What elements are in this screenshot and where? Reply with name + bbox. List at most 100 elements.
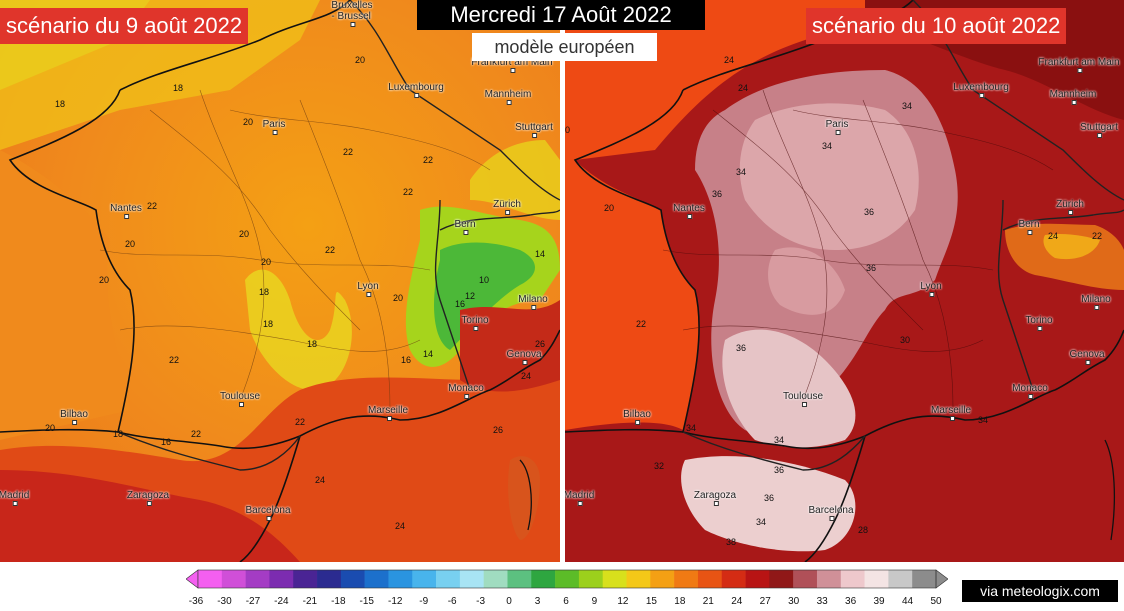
city-label: Monaco bbox=[448, 383, 484, 399]
legend-tick: -6 bbox=[447, 596, 457, 607]
legend-swatch bbox=[245, 570, 270, 588]
left-forecast-map: Paris Bruxelles - Brussel Luxembourg Frankf… bbox=[0, 0, 560, 562]
legend-tick: -15 bbox=[359, 596, 374, 607]
left-scenario-title: scénario du 9 août 2022 bbox=[0, 8, 249, 44]
right-temperature-field bbox=[565, 0, 1124, 562]
city-label: Luxembourg bbox=[953, 82, 1009, 98]
legend-tick: -21 bbox=[302, 596, 318, 607]
legend-tick: 21 bbox=[702, 596, 714, 607]
legend-swatch bbox=[578, 570, 604, 588]
city-label: Luxembourg bbox=[388, 82, 444, 98]
legend-tick: -18 bbox=[331, 596, 346, 607]
legend-tick: 0 bbox=[506, 596, 512, 607]
panel-divider bbox=[560, 0, 565, 562]
city-label: Bilbao bbox=[60, 409, 88, 425]
city-label: Milano bbox=[1081, 294, 1111, 310]
temperature-value: 22 bbox=[402, 187, 414, 197]
legend-low-arrow bbox=[186, 569, 199, 589]
city-label: Toulouse bbox=[219, 391, 261, 407]
legend-swatch bbox=[840, 570, 865, 588]
city-label: Bruxelles - Brussel bbox=[331, 0, 373, 27]
temperature-value: 16 bbox=[454, 299, 466, 309]
legend-tick: 12 bbox=[617, 596, 629, 607]
legend-swatch bbox=[483, 570, 508, 588]
legend-border bbox=[197, 569, 937, 589]
legend-swatch bbox=[674, 570, 699, 588]
city-label: Paris bbox=[262, 119, 286, 135]
city-label: Milano bbox=[518, 294, 548, 310]
city-label: Torino bbox=[1025, 315, 1053, 331]
temperature-value: 24 bbox=[520, 371, 532, 381]
legend-swatch bbox=[745, 570, 770, 588]
temperature-value: 20 bbox=[242, 117, 254, 127]
legend-tick: -3 bbox=[476, 596, 486, 607]
city-label: Bilbao bbox=[623, 409, 651, 425]
legend-tick: -36 bbox=[188, 596, 204, 607]
city-label: Lyon bbox=[920, 281, 942, 297]
legend-swatch bbox=[650, 570, 675, 588]
legend-swatch bbox=[269, 570, 294, 588]
city-label: Marseille bbox=[367, 405, 409, 421]
city-label: Mannheim bbox=[1049, 89, 1097, 105]
city-label: Madrid bbox=[0, 490, 30, 506]
legend-swatch bbox=[293, 570, 318, 588]
legend-swatch bbox=[555, 570, 580, 588]
temperature-value: 38 bbox=[725, 537, 737, 547]
temperature-value: 12 bbox=[464, 291, 476, 301]
city-label: Nantes bbox=[110, 203, 142, 219]
legend-swatch bbox=[317, 570, 342, 588]
temperature-value: 22 bbox=[422, 155, 434, 165]
city-label: Lyon bbox=[357, 281, 379, 297]
legend-tick: -30 bbox=[217, 596, 232, 607]
legend-swatch bbox=[340, 570, 365, 588]
city-label: Madrid bbox=[565, 490, 595, 506]
temperature-value: 18 bbox=[262, 319, 274, 329]
city-label: Stuttgart bbox=[1080, 122, 1118, 138]
legend-tick: 27 bbox=[759, 596, 771, 607]
legend-tick: 18 bbox=[674, 596, 686, 607]
legend-tick-labels: -36 -30 -27 -24 -21 -18 -15 -12 -9 -6 -3 0 3 6 9 12 15 18… bbox=[189, 596, 946, 610]
temperature-value: 20 bbox=[354, 55, 366, 65]
city-label: Torino bbox=[461, 315, 489, 331]
right-scenario-title: scénario du 10 août 2022 bbox=[806, 8, 1067, 44]
model-subtitle: modèle européen bbox=[472, 33, 657, 61]
temperature-value: 24 bbox=[723, 55, 735, 65]
temperature-value: 36 bbox=[711, 189, 723, 199]
legend-tick: 6 bbox=[563, 596, 569, 607]
city-label: Genova bbox=[1069, 349, 1105, 365]
temperature-value: 20 bbox=[260, 257, 272, 267]
temperature-value: 20 bbox=[124, 239, 136, 249]
city-label: Zürich bbox=[1056, 199, 1084, 215]
temperature-value: 34 bbox=[755, 517, 767, 527]
city-label: Bern bbox=[1018, 219, 1040, 235]
temperature-value: 28 bbox=[857, 525, 869, 535]
legend-swatch bbox=[697, 570, 723, 588]
legend-swatch bbox=[912, 570, 937, 588]
city-label: Zaragoza bbox=[693, 490, 737, 506]
legend-swatch bbox=[816, 570, 842, 588]
temperature-value: 16 bbox=[160, 437, 172, 447]
legend-swatch bbox=[793, 570, 818, 588]
temperature-value: 22 bbox=[635, 319, 647, 329]
temperature-value: 20 bbox=[238, 229, 250, 239]
temperature-value: 20 bbox=[603, 203, 615, 213]
temperature-color-legend bbox=[186, 569, 948, 589]
city-label: Barcelona bbox=[245, 505, 291, 521]
temperature-value: 26 bbox=[492, 425, 504, 435]
temperature-value: 24 bbox=[394, 521, 406, 531]
legend-swatch bbox=[221, 570, 246, 588]
legend-swatch bbox=[459, 570, 484, 588]
legend-tick: -9 bbox=[419, 596, 429, 607]
legend-swatch bbox=[198, 570, 223, 588]
legend-tick: 33 bbox=[816, 596, 828, 607]
legend-tick: 39 bbox=[873, 596, 885, 607]
city-label: Bern bbox=[454, 219, 476, 235]
legend-swatch bbox=[864, 570, 889, 588]
source-credit: via meteologix.com bbox=[962, 580, 1118, 602]
city-label: Monaco bbox=[1012, 383, 1048, 399]
legend-swatch bbox=[602, 570, 627, 588]
temperature-value: 34 bbox=[901, 101, 913, 111]
temperature-value: 34 bbox=[821, 141, 833, 151]
legend-swatch bbox=[626, 570, 651, 588]
temperature-value: 18 bbox=[112, 429, 124, 439]
